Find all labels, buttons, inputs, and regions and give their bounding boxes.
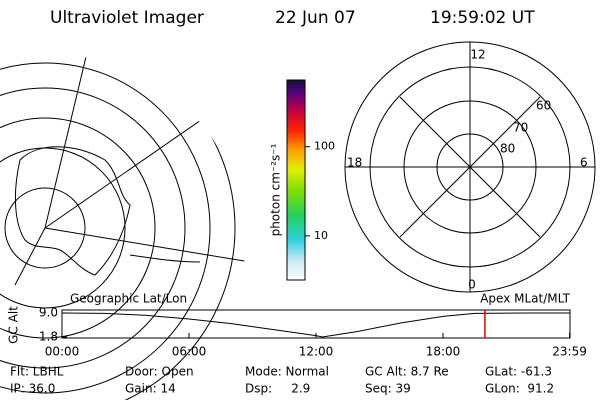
status-field: IP: 36.0 bbox=[10, 382, 55, 396]
x-tick-label: 18:00 bbox=[426, 345, 461, 359]
colorbar bbox=[286, 79, 306, 281]
polar-grid bbox=[344, 41, 596, 293]
lat-label: 60 bbox=[536, 99, 551, 113]
status-field: Flt: LBHL bbox=[10, 365, 64, 379]
colorbar-tick-label: 100 bbox=[314, 140, 335, 153]
timeline-right-title: Apex MLat/MLT bbox=[480, 292, 570, 306]
time: 19:59:02 UT bbox=[430, 8, 535, 28]
instrument: Ultraviolet Imager bbox=[50, 8, 204, 28]
lat-label: 80 bbox=[500, 142, 515, 156]
altitude-line bbox=[61, 312, 570, 338]
mlt-label: 18 bbox=[347, 156, 362, 170]
mlt-label: 12 bbox=[470, 48, 485, 62]
timeline-ylabel: GC Alt bbox=[7, 306, 21, 344]
mlt-label: 6 bbox=[580, 156, 588, 170]
lat-label: 70 bbox=[513, 121, 528, 135]
status-field: GLon: 91.2 bbox=[485, 382, 554, 396]
x-tick-label: 12:00 bbox=[299, 345, 334, 359]
status-field: Seq: 39 bbox=[365, 382, 411, 396]
status-field: Mode: Normal bbox=[245, 365, 329, 379]
status-field: GC Alt: 8.7 Re bbox=[365, 365, 449, 379]
colorbar-tick-label: 10 bbox=[314, 229, 328, 242]
timeline-left-title: Geographic Lat/Lon bbox=[70, 292, 187, 306]
date: 22 Jun 07 bbox=[275, 8, 356, 28]
colorbar-label: photon cm⁻²s⁻¹ bbox=[269, 143, 283, 236]
map bbox=[0, 55, 245, 400]
status-field: Gain: 14 bbox=[125, 382, 176, 396]
x-tick-label: 06:00 bbox=[172, 345, 207, 359]
x-tick-label: 23:59 bbox=[552, 345, 587, 359]
status-field: Door: Open bbox=[125, 365, 194, 379]
x-tick-label: 00:00 bbox=[45, 345, 80, 359]
status-field: Dsp: 2.9 bbox=[245, 382, 310, 396]
y-tick-label: 9.0 bbox=[39, 306, 58, 320]
y-tick-label: 1.8 bbox=[39, 330, 58, 344]
mlt-label: 0 bbox=[468, 278, 476, 292]
status-field: GLat: -61.3 bbox=[485, 365, 552, 379]
